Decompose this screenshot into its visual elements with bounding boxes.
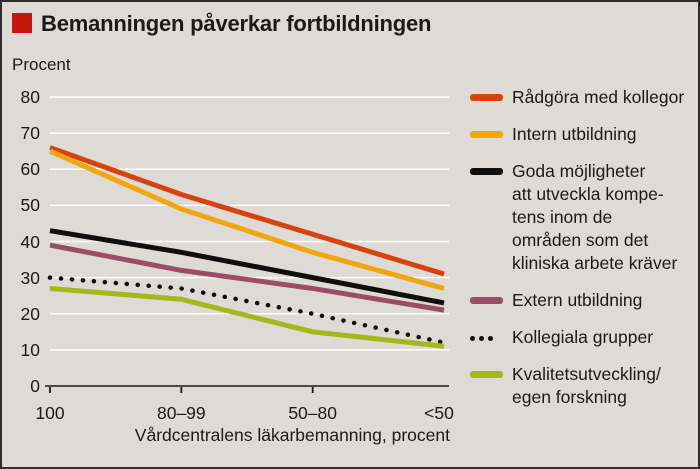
y-tick-label-20: 20 [20, 303, 40, 324]
title-bullet-icon [12, 13, 32, 33]
legend-dotted-line-icon [470, 334, 503, 342]
legend-label: Kollegiala grupper [512, 327, 654, 347]
legend-dot [488, 335, 493, 341]
x-tick-label-1: 80–99 [156, 403, 206, 423]
legend-line-swatch-icon [470, 131, 503, 138]
y-tick-label-40: 40 [20, 231, 40, 252]
legend-line-swatch-icon [470, 94, 503, 101]
legend-item-1: Intern utbildning [470, 123, 698, 146]
legend-label: Extern utbildning [512, 290, 643, 310]
series-line-4 [47, 275, 447, 345]
y-tick-label-80: 80 [20, 87, 40, 107]
legend-label: Intern utbildning [512, 124, 637, 144]
y-tick-label-50: 50 [20, 195, 40, 216]
legend-label: Kvalitetsutveckling/ egen forskning [512, 364, 661, 407]
legend-line-swatch-icon [470, 371, 503, 378]
legend-item-3: Extern utbildning [470, 289, 698, 312]
legend-label: Goda möjligheter att utveckla kompe- ten… [512, 161, 678, 273]
x-tick-label-3: <50 [424, 403, 454, 423]
series-line-3 [49, 242, 445, 313]
legend-line-swatch-icon [470, 297, 503, 304]
legend-line-swatch-icon [470, 168, 503, 175]
series-line-2 [49, 228, 445, 306]
legend-dot [470, 335, 475, 341]
x-tick-label-0: 100 [35, 403, 65, 423]
legend-item-0: Rådgöra med kollegor [470, 86, 698, 109]
x-axis-title: Vårdcentralens läkarbemanning, procent [134, 425, 450, 445]
x-tick-label-2: 50–80 [288, 403, 337, 423]
series-line-0 [49, 145, 445, 277]
legend-item-2: Goda möjligheter att utveckla kompe- ten… [470, 160, 698, 275]
y-axis-unit-label: Procent [12, 55, 71, 74]
figure-header: Bemanningen påverkar fortbildningen [12, 11, 431, 36]
legend-label: Rådgöra med kollegor [512, 87, 685, 107]
y-tick-label-0: 0 [30, 376, 40, 396]
y-tick-label-10: 10 [20, 339, 40, 360]
legend-dot [479, 335, 484, 341]
figure-title: Bemanningen påverkar fortbildningen [41, 11, 432, 36]
legend-item-4: Kollegiala grupper [470, 326, 698, 349]
series-line-1 [48, 148, 445, 291]
y-tick-label-60: 60 [20, 159, 40, 180]
series-line-5 [49, 285, 445, 349]
y-tick-label-70: 70 [20, 123, 40, 144]
legend: Rådgöra med kollegor Intern utbildning God… [470, 86, 698, 409]
y-tick-label-30: 30 [20, 267, 40, 288]
legend-item-5: Kvalitetsutveckling/ egen forskning [470, 363, 698, 409]
